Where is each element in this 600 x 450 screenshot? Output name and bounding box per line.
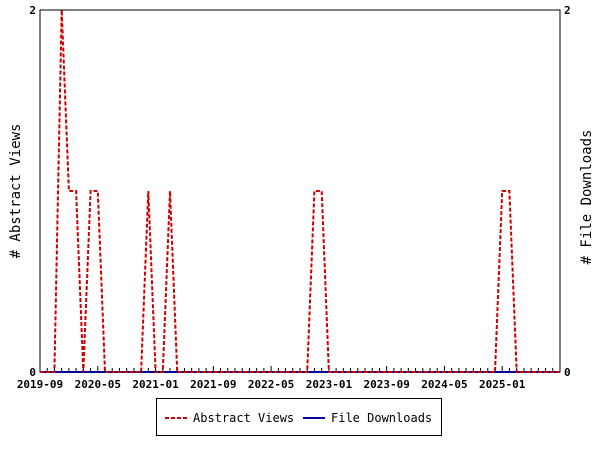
plot-area-frame [39, 9, 561, 373]
y-axis-left-title: # Abstract Views [8, 124, 24, 259]
x-tick-label: 2021-09 [190, 378, 236, 391]
legend: Abstract Views File Downloads [156, 398, 442, 436]
legend-item-file-downloads: File Downloads [303, 411, 432, 425]
series-line-abstract-views [40, 9, 560, 373]
x-tick-label: 2019-09 [17, 378, 63, 391]
y-right-tick-label: 0 [564, 366, 571, 379]
legend-swatch-dashed-red [165, 417, 187, 419]
y-left-tick-label: 0 [29, 366, 36, 379]
legend-item-abstract-views: Abstract Views [165, 411, 294, 425]
x-tick-label: 2020-05 [75, 378, 121, 391]
legend-label-abstract-views: Abstract Views [193, 411, 295, 425]
legend-label-file-downloads: File Downloads [331, 411, 433, 425]
x-tick-label: 2025-01 [479, 378, 526, 391]
y-axis-right-title: # File Downloads [579, 130, 595, 265]
y-left-tick-label: 2 [29, 4, 36, 17]
x-tick-label: 2023-09 [363, 378, 409, 391]
x-tick-label: 2021-01 [132, 378, 179, 391]
x-tick-label: 2022-05 [248, 378, 294, 391]
x-tick-label: 2023-01 [306, 378, 353, 391]
x-tick-label: 2024-05 [421, 378, 467, 391]
legend-swatch-solid-blue [303, 417, 325, 419]
y-right-tick-label: 2 [564, 4, 571, 17]
